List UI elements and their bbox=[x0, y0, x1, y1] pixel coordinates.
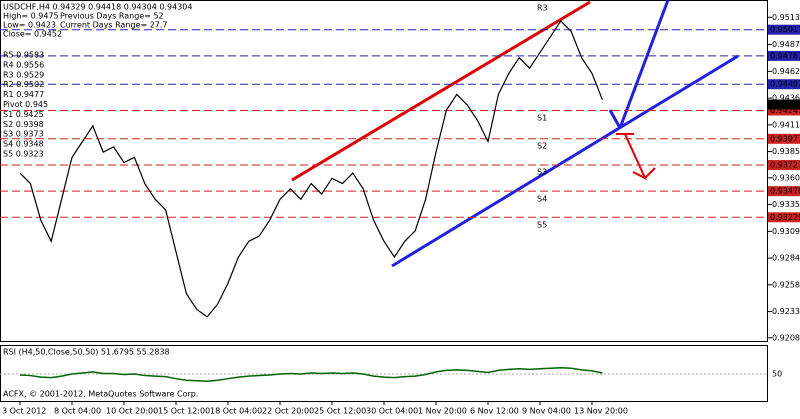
forecast-down bbox=[608, 109, 622, 129]
x-tick-label: 9 Nov 04:00 bbox=[522, 407, 571, 416]
y-tick-label: 0.94875 bbox=[772, 40, 800, 49]
price-box-label: 0.94247 bbox=[770, 106, 800, 115]
forecast-up bbox=[618, 0, 670, 129]
pivot-entry: R2 0.9502 bbox=[3, 80, 44, 89]
rsi-tick-label: 50 bbox=[772, 370, 782, 379]
price-box-label: 0.93727 bbox=[770, 161, 800, 170]
x-tick-label: 8 Oct 04:00 bbox=[54, 407, 101, 416]
pivot-entry: S1 0.9425 bbox=[3, 110, 44, 119]
pivot-entry: R4 0.9556 bbox=[3, 60, 44, 69]
chart-title: USDCHF,H4 0.94329 0.94418 0.94304 0.9430… bbox=[3, 3, 192, 12]
pivot-entry: Pivot 0.945 bbox=[3, 100, 48, 109]
y-tick-label: 0.93855 bbox=[772, 147, 800, 156]
price-box bbox=[768, 186, 800, 197]
price-box bbox=[768, 212, 800, 223]
x-tick-label: 22 Oct 20:00 bbox=[262, 407, 314, 416]
x-tick-label: 13 Nov 20:00 bbox=[574, 407, 628, 416]
rsi-title: RSI (H4,50,Close,50,50) 51.6795 55.2838 bbox=[3, 348, 170, 357]
level-label: S4 bbox=[537, 195, 547, 204]
last-price-label: 0.94304 bbox=[770, 100, 800, 109]
price-box-label: 0.93478 bbox=[770, 187, 800, 196]
price-box bbox=[768, 133, 800, 144]
x-tick-label: 18 Oct 04:00 bbox=[210, 407, 262, 416]
channel-top bbox=[291, 0, 591, 182]
x-tick-label: 1 Nov 20:00 bbox=[418, 407, 467, 416]
price-box bbox=[768, 24, 800, 35]
y-tick-label: 0.95135 bbox=[772, 13, 800, 22]
level-label: S5 bbox=[537, 221, 547, 230]
x-tick-label: 25 Oct 12:00 bbox=[314, 407, 366, 416]
price-box-label: 0.93977 bbox=[770, 134, 800, 143]
level-label: S3 bbox=[537, 168, 547, 177]
y-tick-label: 0.93095 bbox=[772, 227, 800, 236]
info: Current Days Range= 27.7 bbox=[60, 21, 168, 30]
channel-bottom bbox=[391, 54, 739, 268]
x-tick-label: 6 Nov 12:00 bbox=[470, 407, 519, 416]
price-box-label: 0.94497 bbox=[770, 80, 800, 89]
price-box-label: 0.94767 bbox=[770, 51, 800, 60]
y-tick-label: 0.92585 bbox=[772, 280, 800, 289]
pivot-entry: S4 0.9348 bbox=[3, 140, 44, 149]
pivot-entry: R1 0.9477 bbox=[3, 90, 44, 99]
x-tick-label: 30 Oct 04:00 bbox=[366, 407, 418, 416]
y-tick-label: 0.94365 bbox=[772, 94, 800, 103]
price-box bbox=[768, 79, 800, 90]
price-box-label: 0.93229 bbox=[770, 213, 800, 222]
x-tick-label: 10 Oct 20:00 bbox=[106, 407, 158, 416]
last-price-box bbox=[768, 99, 800, 110]
price-box bbox=[768, 50, 800, 61]
level-label: S1 bbox=[537, 114, 547, 123]
x-tick-label: 3 Oct 2012 bbox=[2, 407, 46, 416]
price-line bbox=[19, 20, 603, 318]
main-panel bbox=[0, 0, 768, 342]
pivot-entry: S3 0.9373 bbox=[3, 130, 44, 139]
x-tick-label: 15 Oct 12:00 bbox=[158, 407, 210, 416]
pivot-entry: R5 0.9583 bbox=[3, 51, 44, 60]
level-label: R3 bbox=[537, 4, 548, 13]
pivot-entry: S2 0.9398 bbox=[3, 120, 44, 129]
info: Low= 0.9423 bbox=[3, 21, 56, 30]
trend-lines bbox=[291, 0, 739, 268]
info: Close= 0.9452 bbox=[3, 30, 62, 39]
level-label: S2 bbox=[537, 142, 547, 151]
pivot-entry: R3 0.9529 bbox=[3, 70, 44, 79]
info: High= 0.9475 bbox=[3, 12, 59, 21]
pivot-entry: S5 0.9323 bbox=[3, 150, 44, 159]
price-box bbox=[768, 105, 800, 116]
footer: ACFX, © 2001-2012, MetaQuotes Software C… bbox=[3, 390, 198, 399]
y-tick-label: 0.93605 bbox=[772, 173, 800, 182]
price-box bbox=[768, 160, 800, 171]
alt-arrow bbox=[624, 133, 656, 181]
price-box-label: 0.95017 bbox=[770, 25, 800, 34]
info: Previous Days Range= 52 bbox=[60, 12, 164, 21]
rsi-line bbox=[19, 367, 603, 383]
